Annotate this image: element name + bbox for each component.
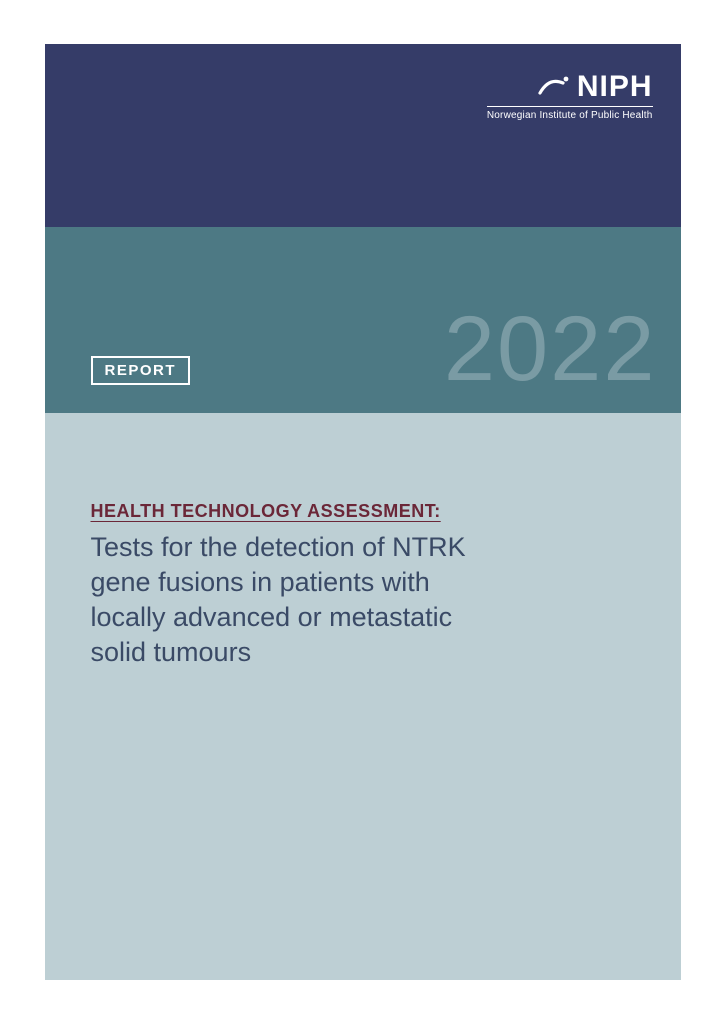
section-label: HEALTH TECHNOLOGY ASSESSMENT: [91,501,635,522]
logo-text: NIPH [577,72,653,102]
year-display: 2022 [444,303,657,395]
mid-band: REPORT 2022 [45,227,681,413]
report-title: Tests for the detection of NTRK gene fus… [91,530,491,670]
niph-logo-icon [537,73,571,101]
content-band: HEALTH TECHNOLOGY ASSESSMENT: Tests for … [45,413,681,980]
report-badge: REPORT [91,356,191,385]
logo-subtitle: Norwegian Institute of Public Health [487,106,653,121]
niph-logo-block: NIPH Norwegian Institute of Public Healt… [487,72,653,121]
logo-main-row: NIPH [487,72,653,102]
header-band: NIPH Norwegian Institute of Public Healt… [45,44,681,227]
report-cover-page: NIPH Norwegian Institute of Public Healt… [45,44,681,980]
